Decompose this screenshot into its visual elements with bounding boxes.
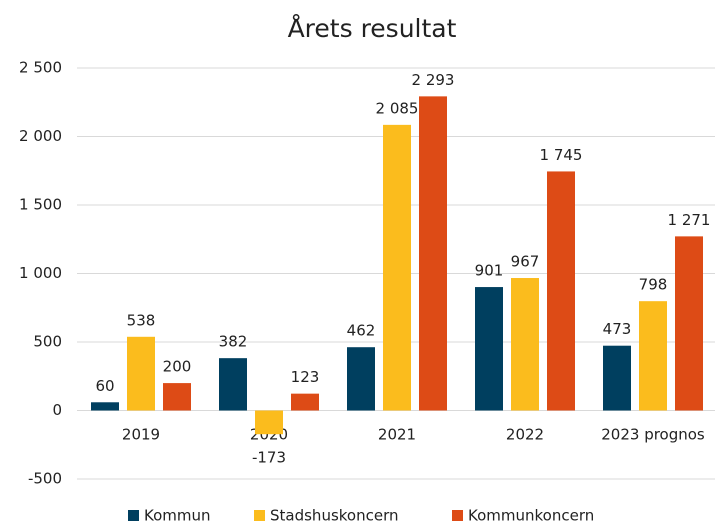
legend-label: Stadshuskoncern (270, 507, 398, 522)
value-label: 798 (639, 276, 668, 294)
x-tick-label: 2021 (378, 426, 416, 444)
bar (219, 358, 247, 411)
y-tick-label: 1 000 (19, 264, 62, 282)
y-tick-label: 2 500 (19, 59, 62, 77)
bar (91, 402, 119, 411)
value-label: 1 745 (540, 146, 583, 164)
y-tick-label: -500 (28, 470, 62, 488)
bar (547, 171, 575, 411)
bar (163, 383, 191, 411)
y-tick-label: 0 (52, 401, 62, 419)
value-label: 2 293 (412, 71, 455, 89)
value-label: 473 (603, 320, 632, 338)
value-label: 1 271 (668, 211, 711, 229)
y-tick-label: 1 500 (19, 196, 62, 214)
bar (603, 345, 631, 411)
legend-swatch (452, 510, 463, 521)
bar (675, 236, 703, 411)
value-label: 200 (163, 358, 192, 376)
value-label: 123 (291, 368, 320, 386)
y-tick-label: 500 (33, 333, 62, 351)
bar (255, 410, 283, 435)
value-label: 538 (127, 311, 156, 329)
value-label: 462 (347, 322, 376, 340)
legend-swatch (128, 510, 139, 521)
chart-title: Årets resultat (288, 14, 457, 43)
bar (419, 96, 447, 411)
value-label: 2 085 (376, 99, 419, 117)
bar (639, 301, 667, 411)
legend-label: Kommunkoncern (468, 507, 594, 522)
bar (127, 336, 155, 411)
x-tick-label: 2022 (506, 426, 544, 444)
bar (383, 124, 411, 411)
legend-label: Kommun (144, 507, 211, 522)
y-tick-label: 2 000 (19, 127, 62, 145)
value-label: -173 (252, 449, 286, 467)
value-label: 382 (219, 333, 248, 351)
bar (291, 393, 319, 411)
bar (347, 347, 375, 411)
bar (511, 278, 539, 411)
legend-swatch (254, 510, 265, 521)
x-tick-label: 2023 prognos (601, 426, 705, 444)
value-label: 901 (475, 262, 504, 280)
x-tick-label: 2019 (122, 426, 160, 444)
value-label: 967 (511, 253, 540, 271)
bar (475, 287, 503, 411)
value-label: 60 (95, 377, 114, 395)
